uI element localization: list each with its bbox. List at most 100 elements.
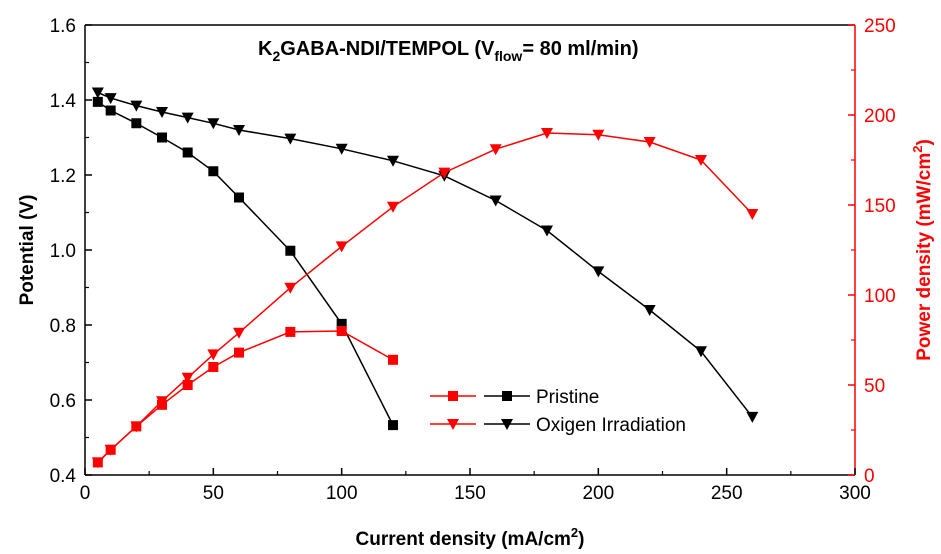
title-tail: = 80 ml/min) [522, 38, 638, 60]
data-point-power-oxigen-irradiation [387, 201, 399, 213]
y-right-axis-title-main: Power density (mW/cm [914, 153, 935, 361]
x-tick-label: 100 [326, 483, 358, 504]
data-point-power-oxigen-irradiation [91, 457, 104, 469]
x-axis-title-tail: ) [578, 529, 584, 550]
data-point-potential-oxigen-irradiation [233, 125, 245, 136]
data-point-potential-pristine [388, 420, 398, 431]
data-point-potential-oxigen-irradiation [695, 346, 707, 358]
data-point-power-oxigen-irradiation [489, 144, 502, 156]
data-point-potential-pristine [131, 118, 142, 129]
data-point-power-oxigen-irradiation [104, 444, 117, 456]
title-sub2: flow [494, 48, 522, 64]
y-right-tick-label: 50 [864, 376, 885, 397]
data-point-power-oxigen-irradiation [181, 372, 194, 384]
series-line-power-oxigen-irradiation [97, 132, 753, 463]
y-right-tick-label: 250 [864, 16, 896, 37]
series-line-power-pristine [97, 330, 394, 463]
data-point-power-oxigen-irradiation [438, 167, 451, 179]
legend-oxigen-black-marker [501, 419, 513, 430]
data-point-potential-oxigen-irradiation [387, 155, 399, 167]
y-right-axis-title-sup: 2 [910, 146, 925, 153]
legend-pristine-black-marker [502, 391, 512, 401]
data-point-power-oxigen-irradiation [695, 155, 707, 166]
x-tick-label: 300 [839, 483, 871, 504]
y-left-tick-label: 1.4 [50, 91, 77, 112]
y-right-tick-label: 0 [864, 466, 875, 487]
data-point-power-oxigen-irradiation [335, 241, 348, 253]
data-point-potential-oxigen-irradiation [541, 225, 553, 237]
series-power-oxigen-irradiation [91, 128, 759, 469]
data-point-potential-oxigen-irradiation [643, 305, 656, 316]
y-right-axis-title-tail: ) [914, 139, 935, 145]
data-point-potential-oxigen-irradiation [91, 87, 104, 99]
data-point-power-oxigen-irradiation [592, 129, 605, 141]
data-point-power-oxigen-irradiation [643, 137, 656, 148]
y-left-axis-title: Potential (V) [17, 195, 38, 306]
data-point-power-oxigen-irradiation [541, 128, 553, 139]
y-left-tick-label: 1.6 [50, 16, 76, 37]
data-point-potential-oxigen-irradiation [746, 411, 759, 423]
data-point-potential-oxigen-irradiation [489, 195, 502, 207]
data-point-power-pristine [336, 326, 347, 336]
data-point-power-oxigen-irradiation [746, 209, 759, 220]
legend-item-pristine: Pristine [430, 387, 599, 408]
x-tick-label: 50 [203, 483, 224, 504]
y-left-tick-label: 0.4 [50, 466, 77, 487]
title-sub1: 2 [272, 48, 280, 64]
y-left-tick-label: 1.0 [50, 241, 76, 262]
x-axis-title: Current density (mA/cm2) [356, 525, 585, 550]
data-point-power-pristine [182, 380, 193, 390]
x-tick-label: 150 [454, 483, 486, 504]
data-point-potential-pristine [157, 132, 167, 143]
legend: Pristine Oxigen Irradiation [430, 387, 686, 436]
legend-item-oxigen-irradiation: Oxigen Irradiation [430, 415, 686, 436]
x-tick-label: 200 [582, 483, 614, 504]
series-line-potential-oxigen-irradiation [97, 91, 753, 418]
data-point-potential-oxigen-irradiation [181, 112, 194, 124]
data-point-potential-oxigen-irradiation [207, 118, 220, 130]
y-left-tick-label: 1.2 [50, 166, 76, 187]
legend-label-oxigen-irradiation: Oxigen Irradiation [536, 415, 686, 436]
axes: 0 50 100 150 200 250 3000.40.60.81.01.21.41.60… [50, 16, 896, 504]
data-point-potential-pristine [105, 105, 116, 116]
data-point-potential-oxigen-irradiation [284, 133, 297, 145]
title-main: K [258, 38, 273, 60]
y-right-tick-label: 200 [864, 106, 896, 127]
data-point-power-oxigen-irradiation [207, 349, 220, 361]
y-left-tick-label: 0.6 [50, 391, 76, 412]
series-potential-pristine [92, 96, 398, 431]
series-line-potential-pristine [97, 101, 394, 426]
x-axis-title-main: Current density (mA/cm [356, 529, 571, 550]
data-point-potential-oxigen-irradiation [104, 93, 117, 105]
data-point-potential-oxigen-irradiation [130, 100, 143, 112]
legend-label-pristine: Pristine [536, 387, 599, 408]
data-point-power-oxigen-irradiation [156, 396, 168, 408]
data-point-potential-oxigen-irradiation [335, 143, 348, 155]
data-point-potential-pristine [182, 147, 193, 158]
data-point-potential-oxigen-irradiation [592, 266, 605, 278]
chart-title: K2GABA-NDI/TEMPOL (Vflow= 80 ml/min) [258, 38, 638, 64]
data-point-power-pristine [208, 362, 219, 372]
data-point-power-pristine [388, 354, 398, 365]
legend-oxigen-red-marker [447, 419, 459, 430]
y-right-tick-label: 100 [864, 286, 896, 307]
data-point-potential-pristine [92, 96, 103, 107]
x-tick-label: 250 [711, 483, 743, 504]
legend-pristine-red-marker [448, 391, 458, 401]
data-point-power-pristine [285, 326, 296, 337]
data-point-power-pristine [234, 347, 244, 358]
x-tick-label: 0 [80, 483, 91, 504]
series-power-pristine [92, 326, 398, 468]
title-mid: GABA-NDI/TEMPOL (V [280, 38, 495, 60]
data-point-power-oxigen-irradiation [233, 327, 245, 339]
data-point-potential-oxigen-irradiation [156, 107, 168, 118]
data-point-potential-pristine [234, 192, 244, 203]
y-left-tick-label: 0.8 [50, 316, 76, 337]
data-point-potential-pristine [285, 245, 296, 256]
y-right-tick-label: 150 [864, 196, 896, 217]
series-potential-oxigen-irradiation [91, 87, 759, 423]
data-series [91, 87, 759, 469]
data-point-power-oxigen-irradiation [284, 282, 297, 294]
data-point-potential-pristine [336, 318, 347, 329]
